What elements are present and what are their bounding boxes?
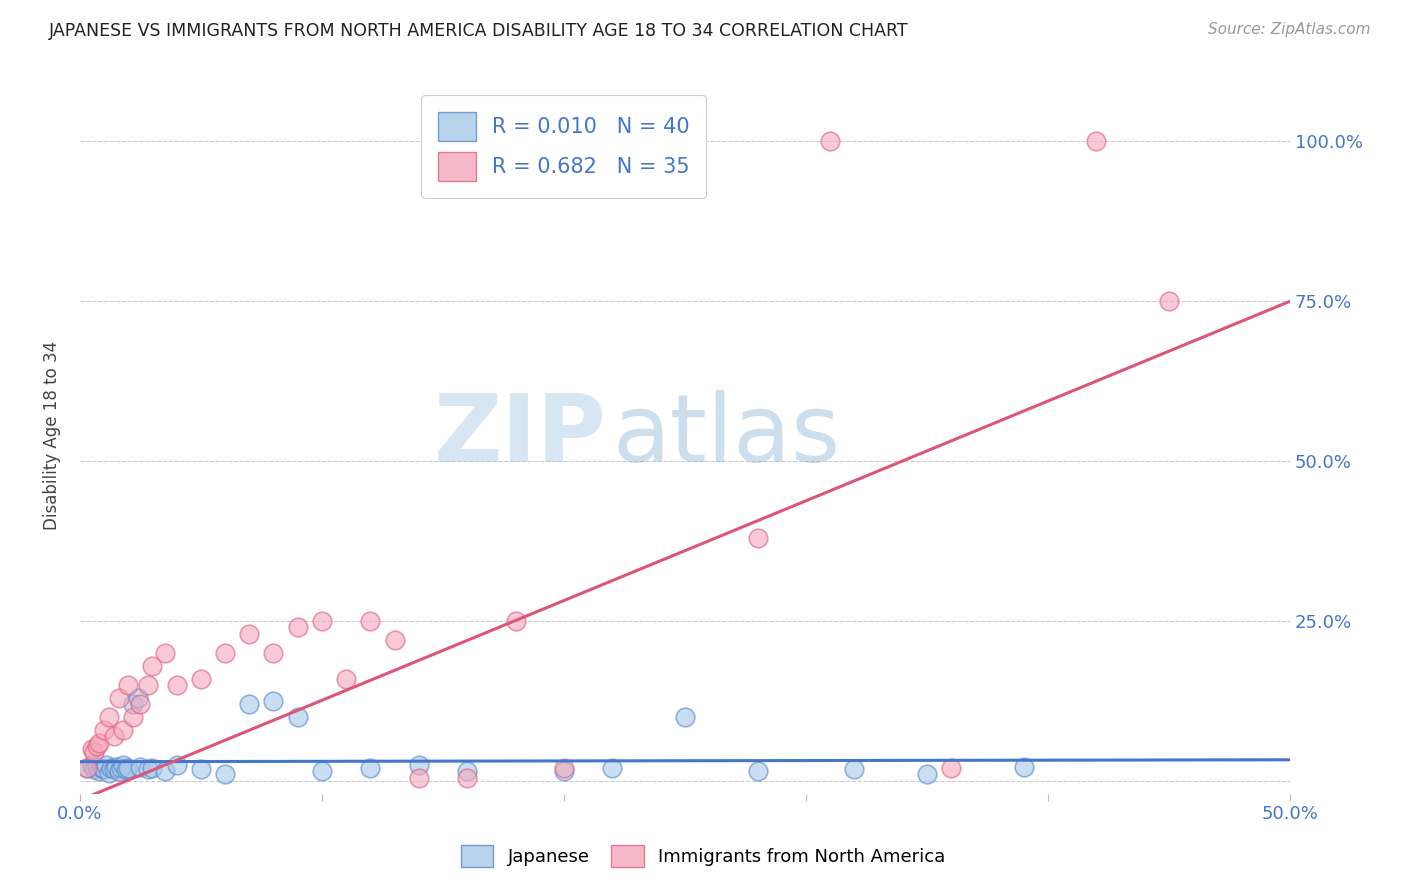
Point — [359, 614, 381, 628]
Point — [96, 758, 118, 772]
Point — [747, 764, 769, 779]
Point — [456, 771, 478, 785]
Point — [129, 760, 152, 774]
Point — [263, 694, 285, 708]
Text: Source: ZipAtlas.com: Source: ZipAtlas.com — [1208, 22, 1371, 37]
Point — [673, 710, 696, 724]
Point — [408, 758, 430, 772]
Point — [190, 763, 212, 777]
Point — [141, 761, 163, 775]
Point — [1012, 760, 1035, 774]
Point — [287, 620, 309, 634]
Point — [105, 760, 128, 774]
Point — [1157, 294, 1180, 309]
Point — [153, 764, 176, 779]
Point — [122, 697, 145, 711]
Point — [602, 761, 624, 775]
Point — [93, 723, 115, 737]
Point — [238, 697, 260, 711]
Point — [112, 723, 135, 737]
Point — [89, 764, 111, 779]
Point — [127, 690, 149, 705]
Point — [1085, 135, 1108, 149]
Point — [136, 678, 159, 692]
Point — [747, 531, 769, 545]
Point — [80, 758, 103, 772]
Point — [115, 763, 138, 777]
Point — [93, 763, 115, 777]
Point — [384, 633, 406, 648]
Legend: Japanese, Immigrants from North America: Japanese, Immigrants from North America — [453, 838, 953, 874]
Point — [110, 761, 132, 775]
Point — [311, 614, 333, 628]
Point — [915, 767, 938, 781]
Point — [112, 758, 135, 772]
Point — [408, 771, 430, 785]
Point — [89, 735, 111, 749]
Point — [263, 646, 285, 660]
Point — [166, 758, 188, 772]
Text: atlas: atlas — [613, 390, 841, 482]
Point — [76, 761, 98, 775]
Point — [97, 766, 120, 780]
Point — [90, 761, 112, 775]
Text: JAPANESE VS IMMIGRANTS FROM NORTH AMERICA DISABILITY AGE 18 TO 34 CORRELATION CH: JAPANESE VS IMMIGRANTS FROM NORTH AMERIC… — [49, 22, 908, 40]
Point — [505, 614, 527, 628]
Point — [141, 658, 163, 673]
Point — [214, 646, 236, 660]
Point — [153, 646, 176, 660]
Point — [311, 764, 333, 779]
Point — [129, 697, 152, 711]
Point — [844, 763, 866, 777]
Y-axis label: Disability Age 18 to 34: Disability Age 18 to 34 — [44, 341, 60, 530]
Point — [941, 761, 963, 775]
Legend: R = 0.010   N = 40, R = 0.682   N = 35: R = 0.010 N = 40, R = 0.682 N = 35 — [422, 95, 706, 198]
Point — [100, 761, 122, 775]
Point — [107, 690, 129, 705]
Point — [86, 739, 108, 753]
Point — [553, 764, 575, 779]
Point — [103, 729, 125, 743]
Text: ZIP: ZIP — [433, 390, 606, 482]
Point — [117, 678, 139, 692]
Point — [86, 760, 108, 774]
Point — [80, 742, 103, 756]
Point — [818, 135, 841, 149]
Point — [238, 627, 260, 641]
Point — [76, 761, 98, 775]
Point — [456, 764, 478, 779]
Point — [107, 764, 129, 779]
Point — [190, 672, 212, 686]
Point — [214, 767, 236, 781]
Point — [166, 678, 188, 692]
Point — [287, 710, 309, 724]
Point — [103, 763, 125, 777]
Point — [83, 763, 105, 777]
Point — [359, 761, 381, 775]
Point — [122, 710, 145, 724]
Point — [136, 763, 159, 777]
Point — [553, 761, 575, 775]
Point — [97, 710, 120, 724]
Point — [335, 672, 357, 686]
Point — [117, 761, 139, 775]
Point — [83, 745, 105, 759]
